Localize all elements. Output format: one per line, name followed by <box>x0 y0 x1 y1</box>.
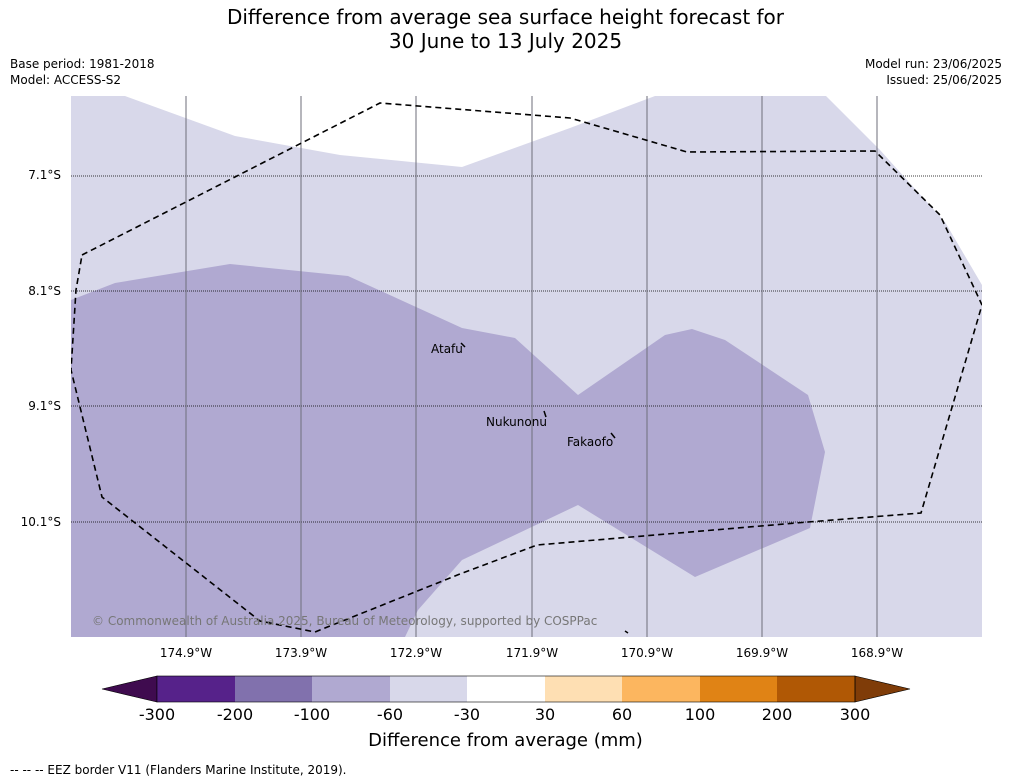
nukunonu-island-shape <box>543 410 547 418</box>
model-info: Base period: 1981-2018 Model: ACCESS-S2 <box>10 56 155 88</box>
colorbar-tick: 30 <box>534 705 556 724</box>
colorbar-segment <box>312 676 390 702</box>
lat-label: 10.1°S <box>20 515 61 529</box>
title-line-1: Difference from average sea surface heig… <box>226 5 785 29</box>
map-area <box>71 96 982 637</box>
place-label-atafu: Atafu <box>431 342 463 356</box>
colorbar-segment <box>700 676 777 702</box>
anomaly-region-medium <box>71 264 825 637</box>
lon-label: 168.9°W <box>850 646 904 660</box>
colorbar-tick: 200 <box>761 705 793 724</box>
lat-label: 7.1°S <box>28 168 61 182</box>
colorbar-tick: 300 <box>839 705 871 724</box>
colorbar-segment <box>467 676 545 702</box>
colorbar-label: Difference from average (mm) <box>368 730 643 751</box>
place-label-nukunonu: Nukunonu <box>486 415 547 429</box>
lon-label: 174.9°W <box>159 646 213 660</box>
eez-border-legend: -- -- -- EEZ border V11 (Flanders Marine… <box>10 763 347 777</box>
small-island-shape <box>624 630 629 634</box>
colorbar <box>101 675 911 703</box>
lat-label: 8.1°S <box>28 284 61 298</box>
title-line-2: 30 June to 13 July 2025 <box>388 29 623 53</box>
colorbar-tick: -30 <box>453 705 481 724</box>
atafu-island-shape <box>460 342 466 348</box>
run-info: Model run: 23/06/2025 Issued: 25/06/2025 <box>865 56 1002 88</box>
colorbar-tick: -100 <box>293 705 331 724</box>
colorbar-segment <box>157 676 235 702</box>
base-period: Base period: 1981-2018 <box>10 57 155 71</box>
issued-date: Issued: 25/06/2025 <box>886 73 1002 87</box>
lon-label: 169.9°W <box>735 646 789 660</box>
colorbar-tick: -300 <box>138 705 176 724</box>
colorbar-min-arrow <box>101 675 158 703</box>
colorbar-outline <box>156 675 856 703</box>
colorbar-tick: 100 <box>684 705 716 724</box>
colorbar-segment <box>235 676 312 702</box>
colorbar-tick: -200 <box>216 705 254 724</box>
colorbar-segment <box>390 676 467 702</box>
colorbar-tick: 60 <box>611 705 633 724</box>
colorbar-max-arrow <box>854 675 911 703</box>
lat-label: 9.1°S <box>28 399 61 413</box>
colorbar-segment <box>545 676 622 702</box>
place-label-fakaofo: Fakaofo <box>567 435 614 449</box>
lon-label: 172.9°W <box>389 646 443 660</box>
colorbar-tick: -60 <box>376 705 404 724</box>
lon-label: 171.9°W <box>505 646 559 660</box>
copyright-notice: © Commonwealth of Australia 2025, Bureau… <box>92 614 598 628</box>
colorbar-segment <box>622 676 700 702</box>
map-title: Difference from average sea surface heig… <box>0 5 1011 53</box>
model-name: Model: ACCESS-S2 <box>10 73 122 87</box>
model-run: Model run: 23/06/2025 <box>864 57 1002 71</box>
lon-label: 173.9°W <box>274 646 328 660</box>
fakaofo-island-shape <box>610 432 616 439</box>
eez-border <box>71 102 982 633</box>
colorbar-segment <box>777 676 855 702</box>
lon-label: 170.9°W <box>620 646 674 660</box>
